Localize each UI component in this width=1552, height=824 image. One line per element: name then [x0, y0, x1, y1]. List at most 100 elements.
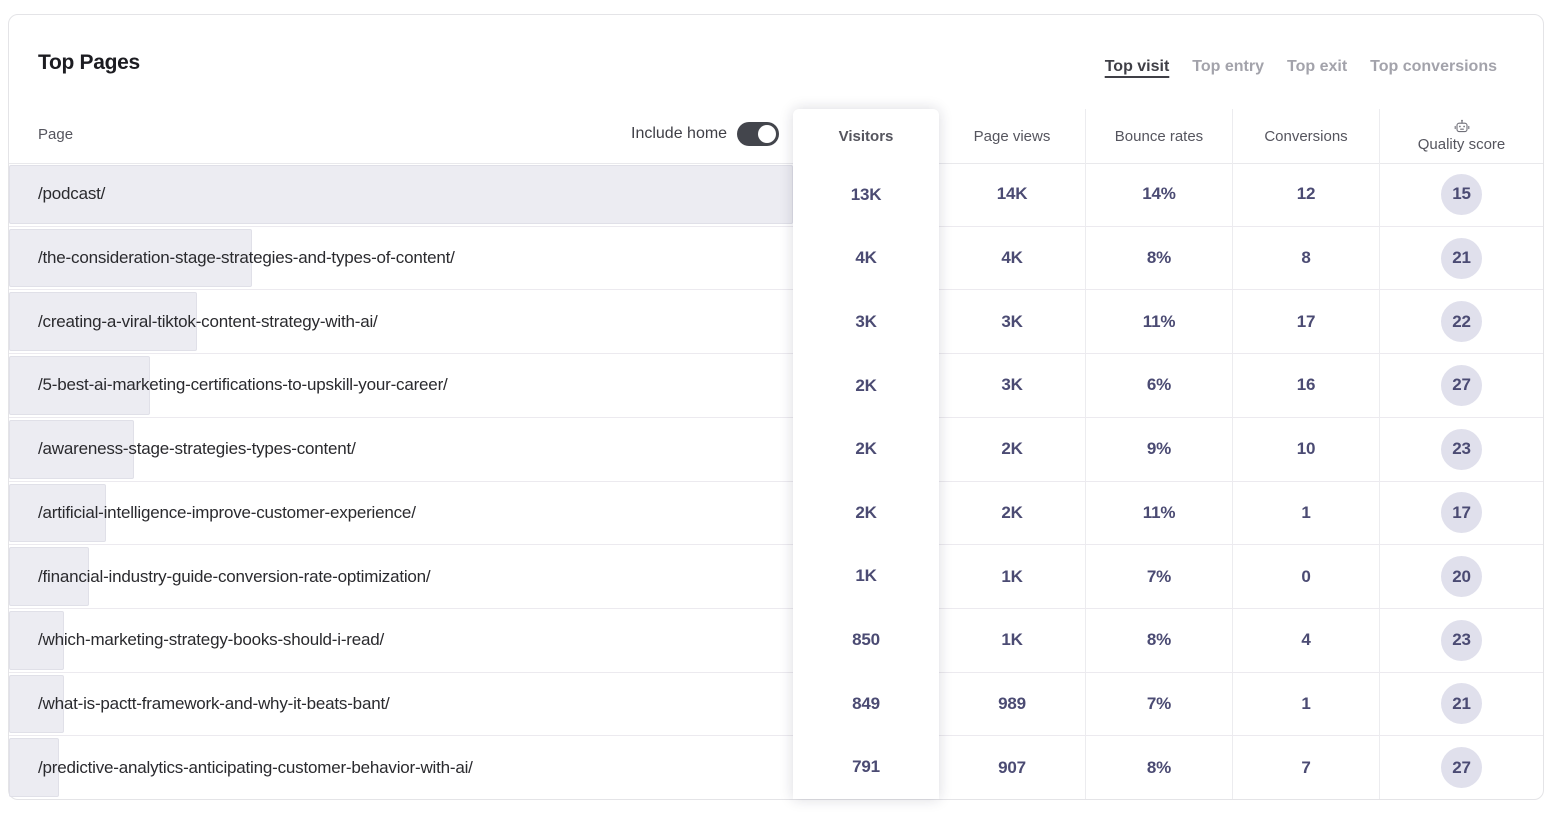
page-path[interactable]: /financial-industry-guide-conversion-rat…: [38, 566, 431, 586]
visitors-value: 1K: [855, 566, 877, 586]
quality-score-cell: 27: [1380, 354, 1543, 417]
page-path[interactable]: /artificial-intelligence-improve-custome…: [38, 502, 416, 522]
visitors-value: 13K: [850, 184, 882, 204]
page-path[interactable]: /creating-a-viral-tiktok-content-strateg…: [38, 311, 378, 331]
page-path[interactable]: /what-is-pactt-framework-and-why-it-beat…: [38, 693, 390, 713]
page-path[interactable]: /which-marketing-strategy-books-should-i…: [38, 630, 385, 650]
column-header-visitors: Visitors: [838, 127, 894, 145]
conversions-value: 0: [1301, 566, 1311, 586]
quality-score-cell: 23: [1380, 418, 1543, 481]
view-tabs: Top visit Top entry Top exit Top convers…: [1105, 58, 1497, 76]
visitors-proportion-bar: [9, 483, 107, 543]
visitors-value: 849: [852, 693, 880, 713]
visitors-values: 13K 4K 3K 2K 2K 2K 1K 850 849 791: [793, 163, 939, 799]
column-header-page: Page: [38, 125, 74, 143]
include-home-toggle[interactable]: [737, 122, 780, 146]
visitors-value: 2K: [855, 439, 877, 459]
visitors-column-panel: Visitors 13K 4K 3K 2K 2K 2K 1K 850 849 7…: [793, 109, 939, 799]
table-row[interactable]: /what-is-pactt-framework-and-why-it-beat…: [9, 673, 1543, 737]
quality-score-badge: 21: [1441, 237, 1482, 279]
conversions-value: 8: [1301, 248, 1311, 268]
quality-score-cell: 15: [1380, 163, 1543, 226]
conversions-value: 12: [1296, 184, 1316, 204]
page-path[interactable]: /podcast/: [38, 184, 106, 204]
column-header-page-views: Page views: [973, 127, 1051, 145]
bounce-rate-value: 8%: [1146, 757, 1172, 777]
quality-score-cell: 17: [1380, 482, 1543, 545]
visitors-proportion-bar: [9, 292, 198, 352]
bounce-rate-value: 6%: [1146, 375, 1172, 395]
bounce-rate-value: 7%: [1146, 693, 1172, 713]
visitors-value: 791: [852, 757, 880, 777]
page-views-value: 4K: [1001, 248, 1023, 268]
conversions-value: 4: [1301, 630, 1311, 650]
visitors-proportion-bar: [9, 610, 64, 670]
table-row[interactable]: /awareness-stage-strategies-types-conten…: [9, 418, 1543, 482]
conversions-value: 7: [1301, 757, 1311, 777]
page-path[interactable]: /5-best-ai-marketing-certifications-to-u…: [38, 375, 448, 395]
visitors-value: 2K: [855, 375, 877, 395]
quality-score-cell: 20: [1380, 545, 1543, 608]
visitors-value: 850: [852, 629, 880, 649]
quality-score-cell: 22: [1380, 290, 1543, 353]
top-pages-card: Top Pages Top visit Top entry Top exit T…: [8, 14, 1544, 800]
quality-score-cell: 21: [1380, 673, 1543, 736]
page-cell: /artificial-intelligence-improve-custome…: [9, 482, 793, 545]
tab-top-entry[interactable]: Top entry: [1192, 58, 1264, 75]
column-header-conversions: Conversions: [1264, 127, 1348, 145]
quality-score-badge: 21: [1441, 683, 1482, 725]
include-home-label: Include home: [631, 125, 728, 142]
page-cell: /predictive-analytics-anticipating-custo…: [9, 736, 793, 799]
header-divider: [9, 163, 1543, 164]
table-row[interactable]: /which-marketing-strategy-books-should-i…: [9, 609, 1543, 673]
page-path[interactable]: /the-consideration-stage-strategies-and-…: [38, 248, 455, 268]
page-cell: /podcast/: [9, 163, 793, 226]
table-row[interactable]: /podcast/ 14K 14% 12 15: [9, 163, 1543, 227]
bounce-rate-value: 9%: [1146, 439, 1172, 459]
tab-top-exit[interactable]: Top exit: [1287, 58, 1348, 75]
page-views-value: 907: [998, 757, 1026, 777]
table-row[interactable]: /5-best-ai-marketing-certifications-to-u…: [9, 354, 1543, 418]
visitors-value: 3K: [855, 311, 877, 331]
visitors-value: 4K: [855, 248, 877, 268]
tab-top-conversions[interactable]: Top conversions: [1370, 58, 1497, 75]
page-path[interactable]: /predictive-analytics-anticipating-custo…: [38, 757, 473, 777]
page-views-value: 2K: [1001, 502, 1023, 522]
column-header-quality-score: Quality score: [1380, 109, 1543, 163]
table-row[interactable]: /creating-a-viral-tiktok-content-strateg…: [9, 290, 1543, 355]
quality-score-badge: 22: [1441, 301, 1482, 343]
quality-score-badge: 20: [1441, 556, 1482, 598]
visitors-proportion-bar: [9, 738, 60, 798]
bounce-rate-value: 8%: [1146, 248, 1172, 268]
visitors-proportion-bar: [9, 165, 793, 224]
bounce-rate-value: 14%: [1142, 184, 1176, 204]
table-row[interactable]: /artificial-intelligence-improve-custome…: [9, 482, 1543, 546]
visitors-proportion-bar: [9, 228, 253, 288]
conversions-value: 17: [1296, 311, 1316, 331]
page-views-value: 3K: [1001, 375, 1023, 395]
table-row[interactable]: /the-consideration-stage-strategies-and-…: [9, 227, 1543, 291]
table-row[interactable]: /predictive-analytics-anticipating-custo…: [9, 736, 1543, 799]
table-row[interactable]: /financial-industry-guide-conversion-rat…: [9, 545, 1543, 609]
page-views-value: 1K: [1001, 630, 1023, 650]
bounce-rate-value: 11%: [1142, 502, 1176, 522]
quality-score-badge: 27: [1441, 364, 1482, 406]
conversions-value: 1: [1301, 502, 1311, 522]
quality-score-badge: 15: [1441, 173, 1482, 215]
visitors-proportion-bar: [9, 419, 134, 479]
page-cell: /the-consideration-stage-strategies-and-…: [9, 227, 793, 290]
visitors-proportion-bar: [9, 547, 89, 606]
quality-score-badge: 17: [1441, 492, 1482, 534]
page-path[interactable]: /awareness-stage-strategies-types-conten…: [38, 439, 356, 459]
bounce-rate-value: 11%: [1142, 311, 1176, 331]
quality-score-badge: 23: [1441, 619, 1482, 661]
include-home-control: Include home: [631, 122, 780, 146]
toggle-knob: [758, 125, 777, 143]
robot-icon: [1454, 119, 1469, 133]
quality-score-badge: 27: [1441, 747, 1482, 789]
tab-top-visit[interactable]: Top visit: [1104, 58, 1170, 75]
bounce-rate-value: 7%: [1146, 566, 1172, 586]
conversions-value: 1: [1301, 693, 1311, 713]
conversions-value: 10: [1296, 439, 1316, 459]
page-views-value: 14K: [996, 184, 1028, 204]
